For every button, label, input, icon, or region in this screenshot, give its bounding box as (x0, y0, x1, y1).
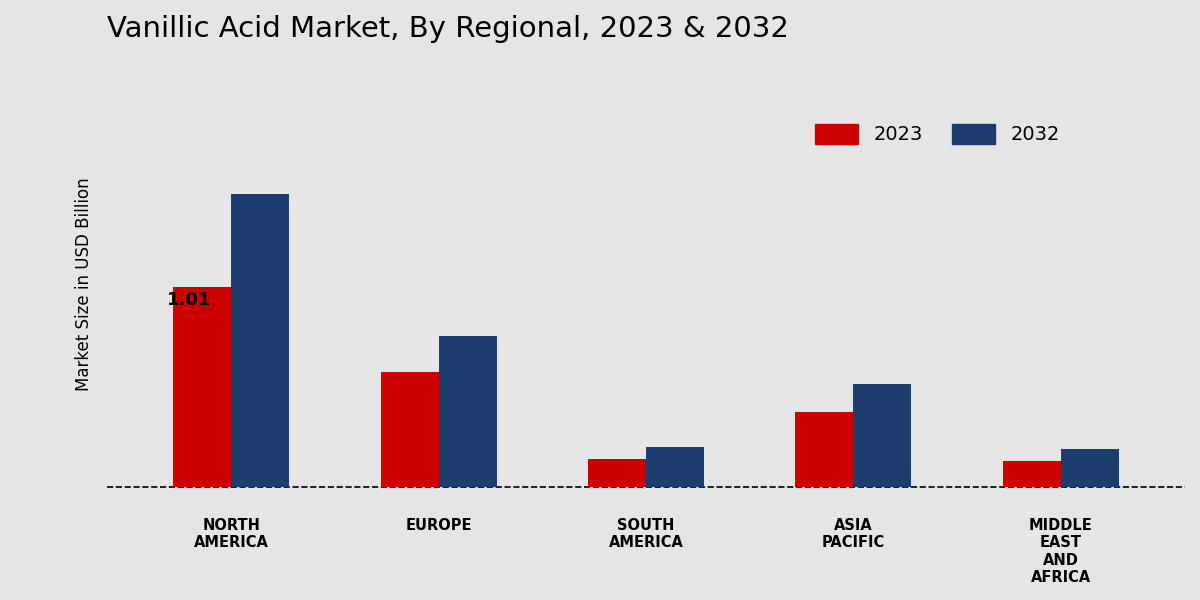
Bar (1061, 449, 1118, 487)
Text: 1.01: 1.01 (167, 291, 211, 309)
Bar (646, 447, 704, 487)
Bar (380, 372, 439, 487)
Bar (796, 412, 853, 487)
Legend: 2023, 2032: 2023, 2032 (808, 116, 1068, 152)
Bar (439, 337, 497, 487)
Bar (853, 384, 911, 487)
Bar (173, 287, 232, 487)
Bar (232, 194, 289, 487)
Bar (588, 459, 646, 487)
Text: Vanillic Acid Market, By Regional, 2023 & 2032: Vanillic Acid Market, By Regional, 2023 … (107, 15, 788, 43)
Y-axis label: Market Size in USD Billion: Market Size in USD Billion (74, 178, 94, 391)
Bar (1002, 461, 1061, 487)
